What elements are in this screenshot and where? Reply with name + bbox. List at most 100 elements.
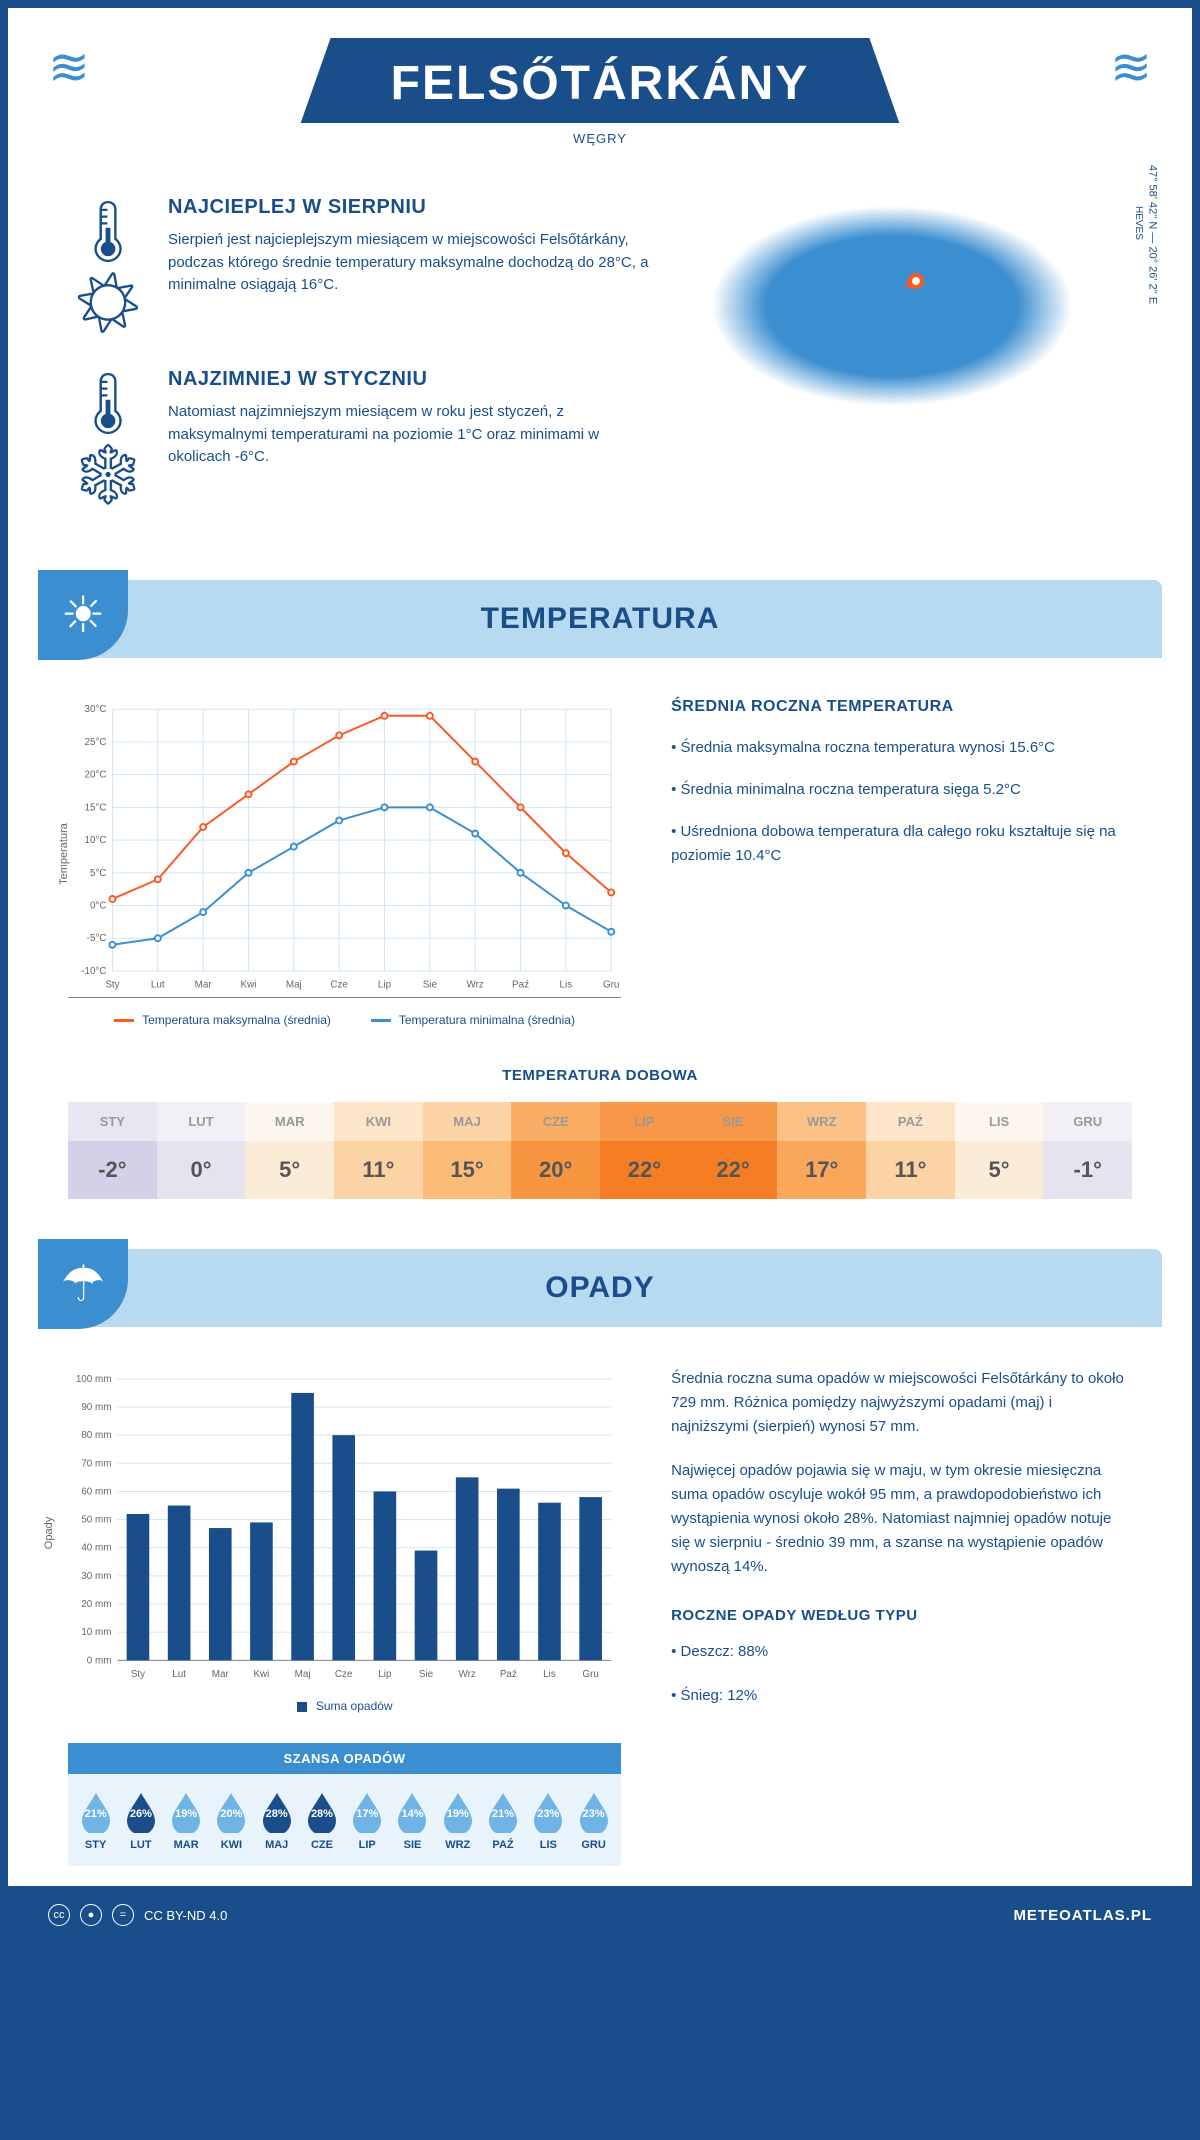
world-map <box>692 196 1092 416</box>
temp-chart-legend: Temperatura maksymalna (średnia) Tempera… <box>68 1013 621 1027</box>
temperature-body: Temperatura -10°C-5°C0°C5°C10°C15°C20°C2… <box>8 658 1192 1057</box>
precip-p2: Najwięcej opadów pojawia się w maju, w t… <box>671 1459 1132 1579</box>
intro-text-column: 🌡☀ NAJCIEPLEJ W SIERPNIU Sierpień jest n… <box>68 196 652 540</box>
month-header: WRZ <box>777 1102 866 1141</box>
drop-icon: 23% <box>531 1789 565 1833</box>
temp-value: 0° <box>157 1141 246 1199</box>
temp-col: WRZ 17° <box>777 1102 866 1199</box>
svg-text:Gru: Gru <box>603 980 619 991</box>
chance-col: 26% LUT <box>118 1789 163 1851</box>
temperature-section-header: ☀ TEMPERATURA <box>38 580 1162 658</box>
chance-col: 20% KWI <box>209 1789 254 1851</box>
precip-p1: Średnia roczna suma opadów w miejscowośc… <box>671 1367 1132 1439</box>
legend-min: Temperatura minimalna (średnia) <box>371 1013 575 1027</box>
temp-col: GRU -1° <box>1043 1102 1132 1199</box>
intro-section: 🌡☀ NAJCIEPLEJ W SIERPNIU Sierpień jest n… <box>8 166 1192 580</box>
chance-col: 28% MAJ <box>254 1789 299 1851</box>
infographic-page: ≋ FELSŐTÁRKÁNY WĘGRY ≋ 🌡☀ NAJCIEPLEJ W S… <box>8 8 1192 1944</box>
chance-value: 23% <box>583 1808 605 1820</box>
drop-icon: 28% <box>260 1789 294 1833</box>
coordinates: 47° 58' 42'' N — 20° 26' 2'' E <box>1146 165 1158 304</box>
temp-value: -2° <box>68 1141 157 1199</box>
drop-icon: 17% <box>350 1789 384 1833</box>
chance-value: 21% <box>85 1808 107 1820</box>
temp-col: MAJ 15° <box>423 1102 512 1199</box>
sun-icon: ☀ <box>38 570 128 660</box>
warmest-block: 🌡☀ NAJCIEPLEJ W SIERPNIU Sierpień jest n… <box>68 196 652 338</box>
legend-swatch-max <box>114 1019 134 1022</box>
chance-value: 17% <box>356 1808 378 1820</box>
chance-col: 19% MAR <box>164 1789 209 1851</box>
chance-col: 28% CZE <box>299 1789 344 1851</box>
temp-value: 11° <box>866 1141 955 1199</box>
svg-text:Paź: Paź <box>512 980 529 991</box>
drop-icon: 26% <box>124 1789 158 1833</box>
month-header: LIS <box>955 1102 1044 1141</box>
drop-icon: 28% <box>305 1789 339 1833</box>
precipitation-bar-chart: Opady 0 mm10 mm20 mm30 mm40 mm50 mm60 mm… <box>68 1367 621 1687</box>
by-icon: ● <box>80 1904 102 1926</box>
svg-text:Lis: Lis <box>543 1669 556 1680</box>
svg-text:Lut: Lut <box>172 1669 186 1680</box>
city-name: FELSŐTÁRKÁNY <box>391 56 810 111</box>
svg-text:80 mm: 80 mm <box>81 1430 111 1441</box>
svg-text:Sty: Sty <box>105 980 119 991</box>
svg-text:20°C: 20°C <box>84 770 106 781</box>
precip-legend-swatch <box>297 1702 307 1712</box>
temp-col: CZE 20° <box>511 1102 600 1199</box>
svg-text:40 mm: 40 mm <box>81 1543 111 1554</box>
chance-month: LIS <box>526 1839 571 1851</box>
svg-text:10°C: 10°C <box>84 835 106 846</box>
chance-month: CZE <box>299 1839 344 1851</box>
temp-col: PAŹ 11° <box>866 1102 955 1199</box>
temp-value: 20° <box>511 1141 600 1199</box>
temp-info-title: ŚREDNIA ROCZNA TEMPERATURA <box>671 698 1132 716</box>
svg-text:Paź: Paź <box>500 1669 517 1680</box>
svg-text:Mar: Mar <box>195 980 213 991</box>
chance-value: 28% <box>266 1808 288 1820</box>
chance-value: 19% <box>175 1808 197 1820</box>
precip-legend: Suma opadów <box>68 1699 621 1713</box>
wind-icon-left: ≋ <box>48 38 90 96</box>
region-label: HEVES <box>1133 206 1144 240</box>
chance-col: 14% SIE <box>390 1789 435 1851</box>
temp-bullet-0: • Średnia maksymalna roczna temperatura … <box>671 736 1132 760</box>
temperature-title: TEMPERATURA <box>78 602 1122 636</box>
svg-text:30°C: 30°C <box>84 704 106 715</box>
drop-icon: 23% <box>577 1789 611 1833</box>
cc-icon: cc <box>48 1904 70 1926</box>
location-marker-icon <box>908 273 924 289</box>
legend-max-label: Temperatura maksymalna (średnia) <box>142 1013 331 1027</box>
svg-text:Sie: Sie <box>423 980 438 991</box>
drop-icon: 20% <box>214 1789 248 1833</box>
chance-title: SZANSA OPADÓW <box>68 1743 621 1774</box>
site-name: METEOATLAS.PL <box>1013 1907 1152 1924</box>
svg-text:-10°C: -10°C <box>81 966 106 977</box>
svg-text:60 mm: 60 mm <box>81 1486 111 1497</box>
svg-text:Sty: Sty <box>131 1669 145 1680</box>
chance-value: 21% <box>492 1808 514 1820</box>
svg-text:Lut: Lut <box>151 980 165 991</box>
precipitation-section-header: ☂ OPADY <box>38 1249 1162 1327</box>
city-banner: FELSŐTÁRKÁNY <box>301 38 900 123</box>
precip-legend-label: Suma opadów <box>316 1699 393 1713</box>
month-header: MAR <box>245 1102 334 1141</box>
month-header: CZE <box>511 1102 600 1141</box>
svg-text:0°C: 0°C <box>90 900 107 911</box>
chance-value: 19% <box>447 1808 469 1820</box>
temp-col: KWI 11° <box>334 1102 423 1199</box>
chance-value: 23% <box>537 1808 559 1820</box>
drop-icon: 21% <box>486 1789 520 1833</box>
month-header: PAŹ <box>866 1102 955 1141</box>
temp-col: SIE 22° <box>689 1102 778 1199</box>
month-header: GRU <box>1043 1102 1132 1141</box>
svg-text:Lip: Lip <box>378 1669 392 1680</box>
drop-icon: 21% <box>79 1789 113 1833</box>
precipitation-chance-box: SZANSA OPADÓW 21% STY 26% LUT 19% MAR 20… <box>68 1743 621 1866</box>
svg-text:Kwi: Kwi <box>253 1669 269 1680</box>
temp-col: STY -2° <box>68 1102 157 1199</box>
svg-text:15°C: 15°C <box>84 802 106 813</box>
temp-col: LUT 0° <box>157 1102 246 1199</box>
svg-text:Wrz: Wrz <box>467 980 484 991</box>
svg-text:5°C: 5°C <box>90 868 107 879</box>
